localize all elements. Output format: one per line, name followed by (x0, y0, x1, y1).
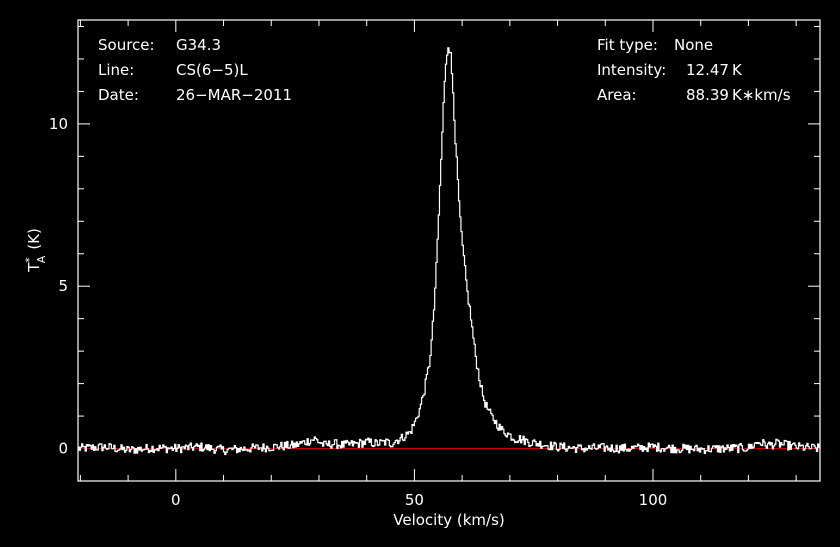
y-axis-label-main: T (25, 262, 43, 273)
line-value: CS(6−5)L (176, 61, 248, 79)
source-value: G34.3 (176, 36, 221, 54)
x-tick-label: 100 (639, 491, 668, 509)
fit-type-value: None (674, 36, 713, 54)
y-axis-label: T*A (K) (23, 228, 48, 273)
spectrum-series-line (78, 47, 821, 456)
y-axis-label-sub: A (35, 255, 48, 263)
y-tick-label: 5 (58, 277, 68, 295)
date-value: 26−MAR−2011 (176, 86, 292, 104)
x-axis-label: Velocity (km/s) (393, 511, 504, 529)
line-label: Line: (98, 61, 134, 79)
y-tick-label: 0 (58, 440, 68, 458)
date-label: Date: (98, 86, 139, 104)
intensity-label: Intensity: (597, 61, 666, 79)
area-label: Area: (597, 86, 637, 104)
y-axis-label-unit: (K) (25, 228, 43, 250)
tick-labels: 0 50 100 0 5 10 (49, 115, 667, 509)
x-tick-label: 0 (171, 491, 181, 509)
intensity-value: 12.47 K (686, 61, 743, 79)
plot-frame (77, 19, 821, 482)
x-tick-label: 50 (405, 491, 424, 509)
area-value: 88.39 K∗km/s (686, 86, 791, 104)
fit-type-label: Fit type: (597, 36, 658, 54)
y-tick-label: 10 (49, 115, 68, 133)
y-axis-label-sup: * (23, 257, 36, 263)
source-label: Source: (98, 36, 155, 54)
svg-text:T*A(K): T*A (K) (23, 228, 48, 273)
